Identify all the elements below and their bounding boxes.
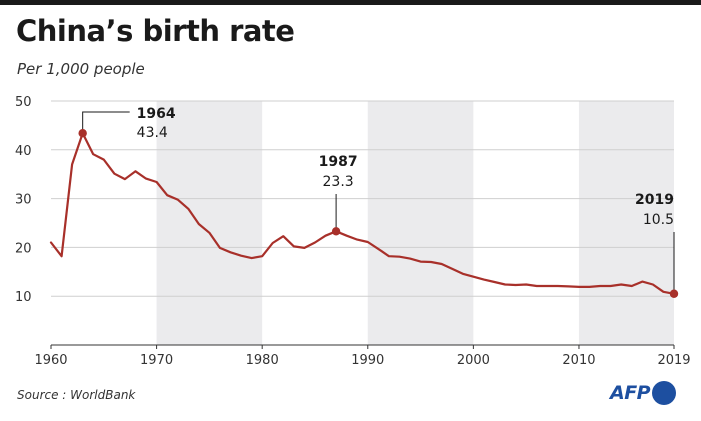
x-tick-label: 1970 [140,353,173,368]
x-tick-label: 1990 [351,353,384,368]
annotation-marker [78,129,87,138]
annotation-leader [82,111,130,134]
y-tick-label: 50 [15,95,32,110]
annotation-value: 10.5 [643,212,674,228]
x-tick-label: 2010 [562,353,595,368]
annotation-year: 1964 [137,106,176,122]
annotation-value: 23.3 [323,174,354,190]
chart-title: China’s birth rate [16,14,295,48]
afp-logo-text: AFP [610,382,651,404]
y-tick-label: 30 [15,193,32,208]
shaded-decade-0 [156,101,263,345]
shaded-decade-2 [578,101,674,345]
afp-logo: AFP [610,381,677,405]
annotation-year: 1987 [319,154,358,170]
x-tick-label: 2019 [657,353,690,368]
afp-logo-dot-icon [652,381,677,405]
annotation-value: 43.4 [137,125,168,141]
source-note: Source : WorldBank [17,388,136,402]
annotation-marker [669,289,679,298]
shaded-decade-1 [367,101,474,345]
chart-subtitle: Per 1,000 people [17,60,145,78]
y-tick-label: 10 [15,290,32,305]
x-tick-label: 1960 [34,353,67,368]
x-tick-label: 1980 [246,353,279,368]
x-tick-label: 2000 [457,353,490,368]
annotation-year: 2019 [635,192,674,208]
y-tick-label: 40 [15,144,32,159]
top-rule [0,0,701,5]
annotation-marker [331,227,341,236]
y-tick-label: 20 [15,241,32,256]
series-line [49,132,676,295]
